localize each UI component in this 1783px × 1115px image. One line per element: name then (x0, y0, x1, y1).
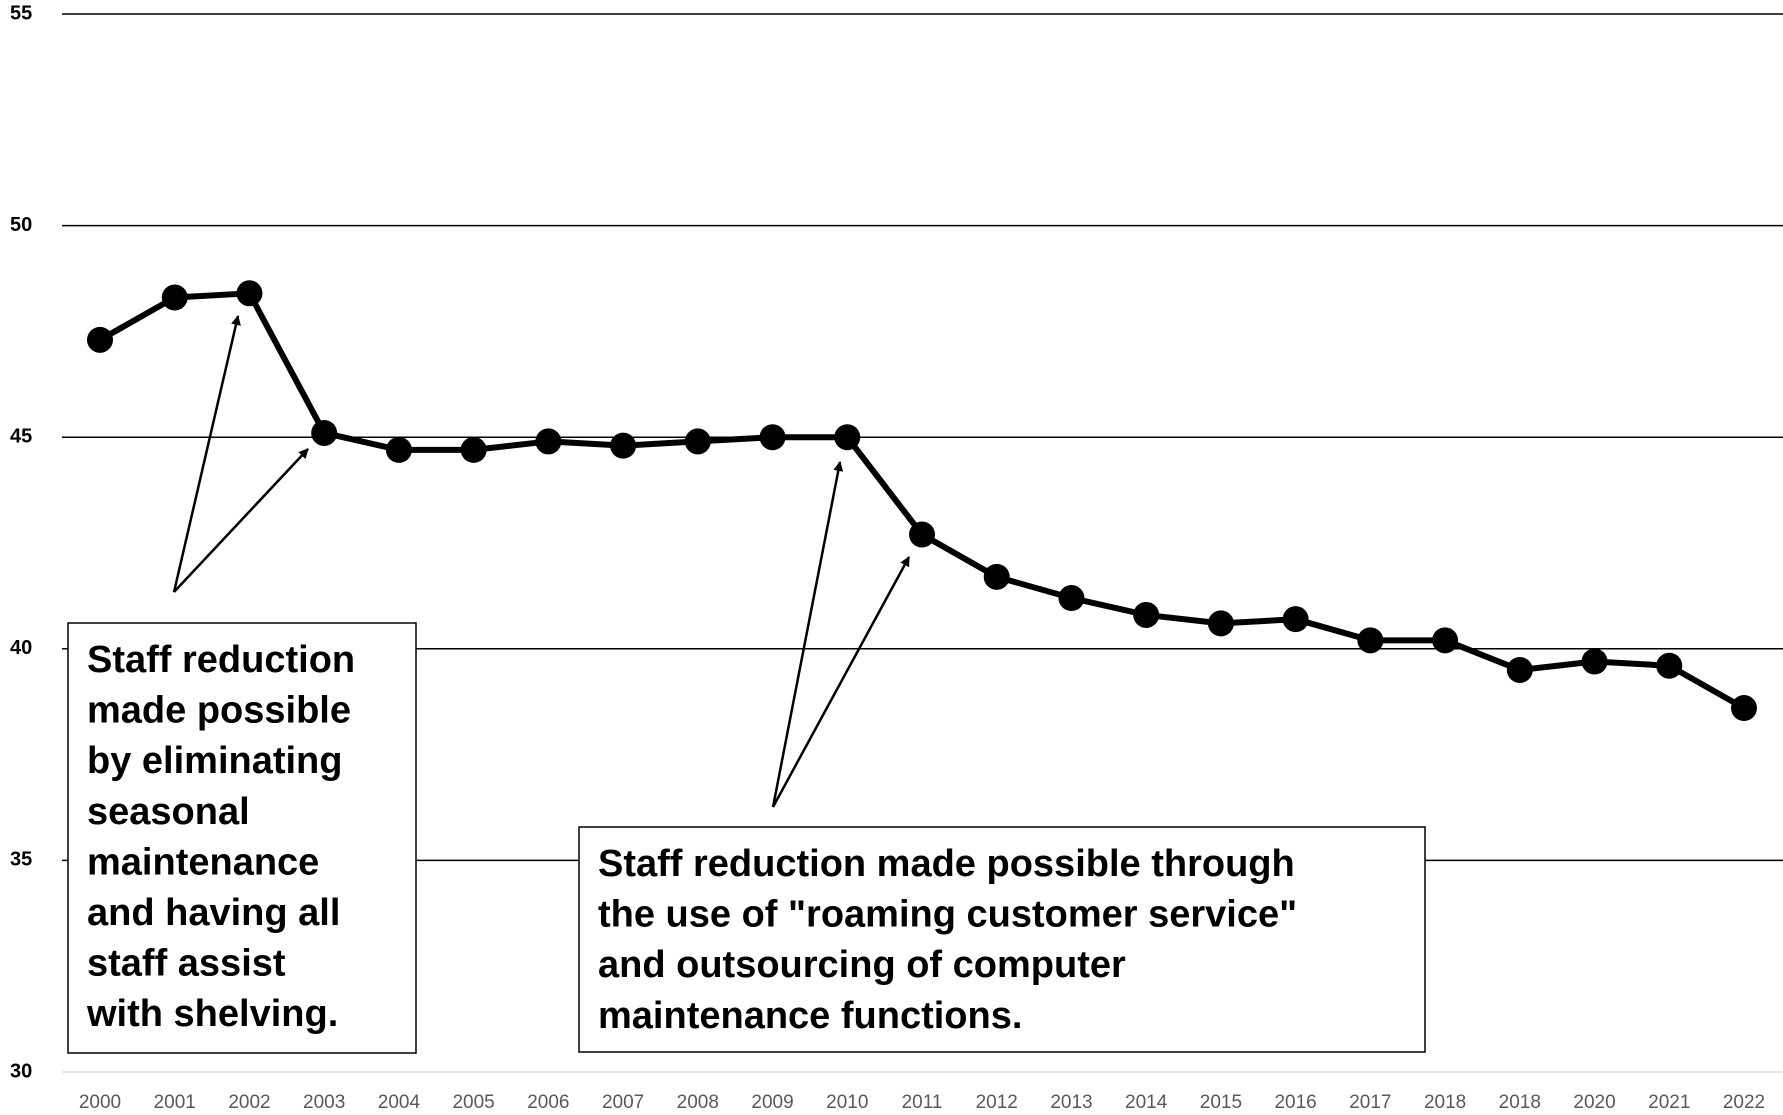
marker (983, 563, 1010, 590)
arrow (771, 556, 911, 808)
annotation-text: maintenance functions. (598, 995, 1022, 1037)
x-tick-label: 2005 (452, 1092, 494, 1113)
x-tick-label: 2014 (1125, 1092, 1168, 1113)
grid: 30 35 40 45 50 55 2000 2001 2002 2003 2004 2005 2006… (10, 2, 1783, 1113)
x-tick-label: 2008 (677, 1092, 719, 1113)
marker (1506, 656, 1533, 683)
marker (684, 428, 711, 455)
marker (1357, 627, 1384, 654)
marker (1731, 695, 1757, 722)
x-tick-label: 2015 (1200, 1092, 1242, 1113)
marker (1207, 610, 1234, 637)
y-tick-label: 40 (10, 637, 32, 659)
marker (460, 436, 487, 463)
x-tick-label: 2006 (527, 1092, 569, 1113)
marker (161, 284, 188, 311)
x-tick-label: 2022 (1723, 1092, 1765, 1113)
x-tick-label: 2012 (976, 1092, 1018, 1113)
x-tick-label: 2009 (751, 1092, 793, 1113)
x-tick-label: 2017 (1349, 1092, 1391, 1113)
y-tick-label: 45 (10, 425, 32, 447)
y-tick-label: 30 (10, 1060, 32, 1082)
annotation-text: by eliminating (87, 740, 342, 782)
arrow (172, 315, 241, 593)
series (87, 280, 1757, 722)
x-tick-label: 2011 (902, 1092, 943, 1113)
annotation-text: Staff reduction (87, 639, 355, 681)
marker (535, 428, 562, 455)
x-tick-label: 2013 (1050, 1092, 1092, 1113)
annotation-text: maintenance (87, 841, 319, 883)
annotation-text: Staff reduction made possible through (598, 843, 1295, 885)
marker (1133, 601, 1160, 628)
marker (909, 521, 935, 548)
arrow (771, 461, 844, 808)
y-tick-label: 55 (10, 2, 32, 24)
marker (385, 436, 412, 463)
arrow (173, 448, 309, 593)
x-tick-label: 2001 (154, 1092, 196, 1113)
annotation-box (578, 826, 1426, 1053)
annotation-text: staff assist (87, 943, 286, 985)
x-tick-label: 2020 (1573, 1092, 1615, 1113)
annotation-text: and outsourcing of computer (598, 944, 1126, 986)
annotation-text: made possible (87, 690, 351, 732)
x-tick-label: 2021 (1648, 1092, 1690, 1113)
marker (610, 432, 637, 459)
y-tick-label: 50 (10, 214, 32, 236)
marker (1581, 648, 1608, 675)
marker (311, 419, 338, 446)
x-tick-label: 2016 (1274, 1092, 1316, 1113)
marker (1656, 652, 1683, 679)
x-tick-label: 2007 (602, 1092, 644, 1113)
x-tick-label: 2004 (378, 1092, 421, 1113)
x-tick-label: 2003 (303, 1092, 345, 1113)
annotation-text: and having all (87, 892, 340, 934)
arrows (172, 315, 911, 808)
x-tick-label: 2000 (79, 1092, 121, 1113)
x-tick-label: 2018 (1499, 1092, 1541, 1113)
marker (87, 326, 113, 353)
marker (1058, 585, 1085, 612)
annotation-text: with shelving. (86, 993, 338, 1035)
x-tick-label: 2002 (228, 1092, 270, 1113)
annotation-text: seasonal (87, 791, 250, 833)
y-tick-label: 35 (10, 849, 32, 871)
annotation-box (67, 622, 417, 1054)
marker (759, 424, 786, 451)
marker (236, 280, 263, 307)
x-tick-label: 2018 (1424, 1092, 1466, 1113)
annotations: Staff reduction made possible by eliminati… (67, 622, 1426, 1054)
marker (1432, 627, 1459, 654)
marker (834, 424, 861, 451)
annotation-text: the use of "roaming customer service" (598, 894, 1297, 936)
marker (1282, 606, 1309, 633)
x-tick-label: 2010 (826, 1092, 868, 1113)
